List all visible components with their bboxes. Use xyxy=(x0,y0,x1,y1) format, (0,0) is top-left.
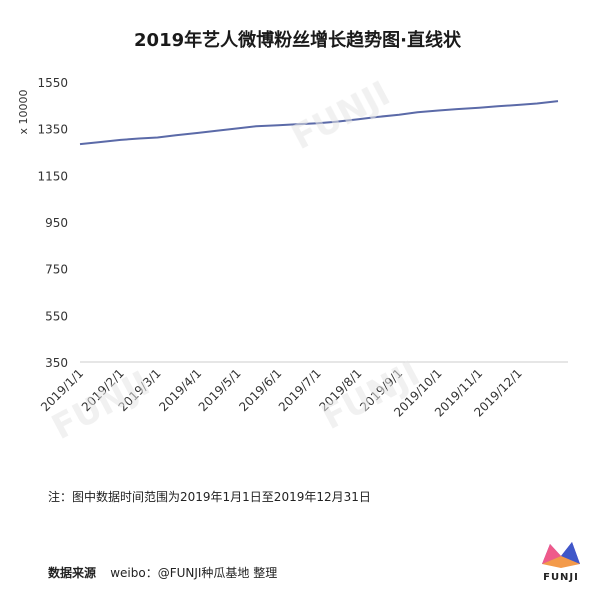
y-axis: 350 550 750 950 1150 1350 1550 x 10000 xyxy=(17,76,68,370)
y-tick-label: 1350 xyxy=(37,123,68,137)
logo-text: FUNJI xyxy=(543,572,579,583)
y-axis-label: x 10000 xyxy=(17,89,30,134)
source-label: 数据来源 xyxy=(48,566,97,580)
series-line xyxy=(79,100,559,146)
series-layer xyxy=(79,100,559,146)
crown-icon xyxy=(542,542,580,568)
data-source: 数据来源 weibo：@FUNJI种瓜基地 整理 xyxy=(48,564,277,581)
x-axis: 2019/1/12019/2/12019/3/12019/4/12019/5/1… xyxy=(38,361,568,420)
y-tick-label: 950 xyxy=(45,216,68,230)
x-tick-label: 2019/8/1 xyxy=(316,366,364,414)
x-tick-label: 2019/1/1 xyxy=(38,366,86,414)
x-tick-label: 2019/7/1 xyxy=(276,366,324,414)
source-value: weibo：@FUNJI种瓜基地 整理 xyxy=(110,566,278,580)
y-tick-label: 1150 xyxy=(37,169,68,183)
y-tick-label: 350 xyxy=(45,356,68,370)
y-tick-label: 550 xyxy=(45,309,68,323)
footnote: 注：图中数据时间范围为2019年1月1日至2019年12月31日 xyxy=(48,490,371,504)
y-tick-label: 750 xyxy=(45,263,68,277)
x-tick-label: 2019/5/1 xyxy=(196,366,244,414)
chart-title: 2019年艺人微博粉丝增长趋势图·直线状 xyxy=(134,30,461,51)
funji-logo: FUNJI xyxy=(536,536,586,586)
y-tick-label: 1550 xyxy=(37,76,68,90)
